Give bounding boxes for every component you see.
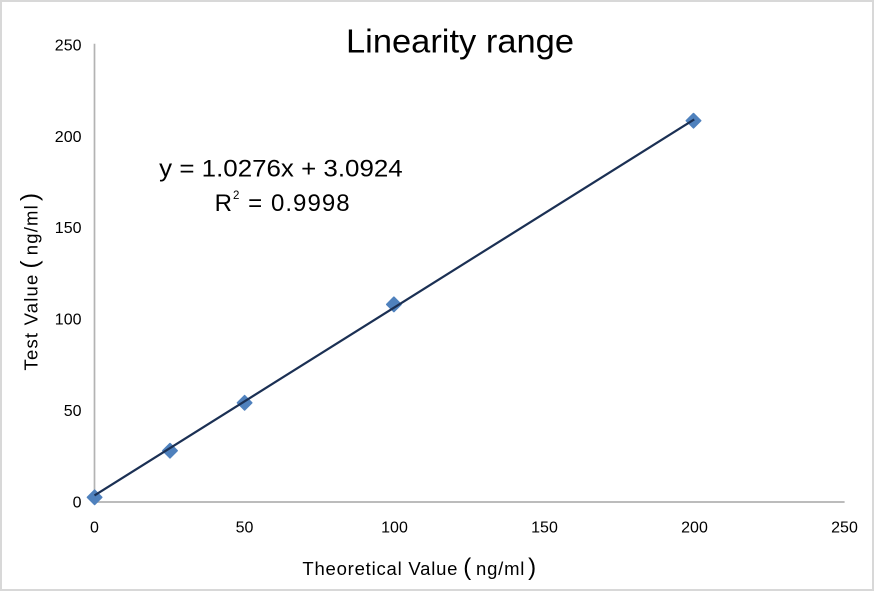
svg-text:0: 0 — [73, 495, 82, 512]
svg-text:Theoretical Value(ng/ml): Theoretical Value(ng/ml) — [302, 554, 537, 581]
svg-text:250: 250 — [831, 519, 858, 536]
svg-text:0: 0 — [90, 519, 99, 536]
svg-text:y = 1.0276x + 3.0924: y = 1.0276x + 3.0924 — [159, 155, 403, 182]
svg-text:100: 100 — [55, 312, 82, 329]
svg-text:150: 150 — [55, 220, 82, 237]
svg-text:Test Value(ng/ml): Test Value(ng/ml) — [17, 192, 44, 371]
svg-text:Linearity range: Linearity range — [346, 22, 574, 59]
svg-text:150: 150 — [531, 519, 558, 536]
svg-text:200: 200 — [55, 129, 82, 146]
svg-text:100: 100 — [381, 519, 408, 536]
svg-text:200: 200 — [681, 519, 708, 536]
svg-text:50: 50 — [236, 519, 254, 536]
svg-text:250: 250 — [55, 38, 82, 55]
svg-text:50: 50 — [64, 403, 82, 420]
svg-text:R2 = 0.9998: R2 = 0.9998 — [215, 190, 351, 217]
